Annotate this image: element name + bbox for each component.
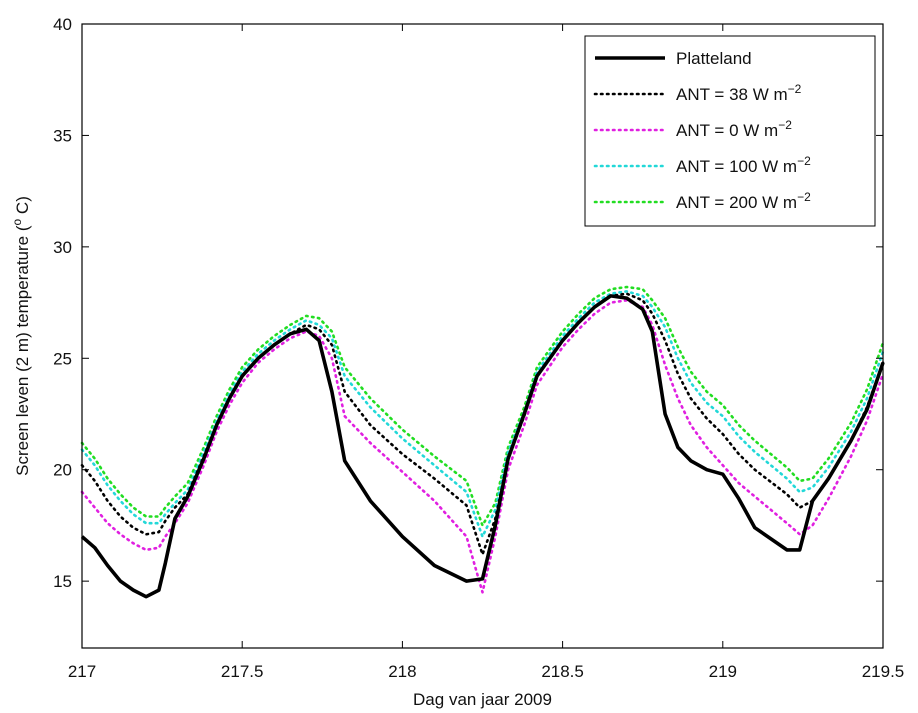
series-line-2 — [80, 298, 885, 594]
y-tick-label-0: 15 — [53, 572, 72, 591]
y-axis-label-unit: C) — [13, 196, 32, 219]
series-line-1 — [80, 292, 885, 556]
x-tick-label-5: 219.5 — [862, 662, 905, 681]
x-tick-label-2: 218 — [388, 662, 416, 681]
plot-frame — [81, 23, 884, 649]
x-tick-label-4: 219 — [709, 662, 737, 681]
y-tick-label-2: 25 — [53, 349, 72, 368]
legend-label-0: Platteland — [676, 49, 752, 68]
x-tick-label-3: 218.5 — [541, 662, 584, 681]
legend-label-1: ANT = 38 W m−2 — [676, 82, 802, 104]
y-tick-label-1: 20 — [53, 461, 72, 480]
y-tick-label-4: 35 — [53, 126, 72, 145]
legend-label-2: ANT = 0 W m−2 — [676, 118, 792, 140]
legend-label-4: ANT = 200 W m−2 — [676, 190, 811, 212]
legend-label-3: ANT = 100 W m−2 — [676, 154, 811, 176]
y-axis-label-main: Screen leven (2 m) temperature ( — [13, 225, 32, 476]
axis-ticks — [81, 23, 884, 648]
y-axis-label-degree: o — [10, 218, 24, 225]
legend-box — [584, 35, 876, 227]
x-axis-label: Dag van jaar 2009 — [413, 690, 552, 709]
y-tick-label-5: 40 — [53, 15, 72, 34]
tick-labels: 217 217.5 218 218.5 219 219.5 15 20 25 30 35 40 — [53, 15, 904, 681]
series-line-0 — [80, 294, 885, 599]
x-tick-label-1: 217.5 — [221, 662, 264, 681]
legend: Platteland ANT = 38 W m−2 ANT = 0 W m−2 ANT… — [584, 35, 876, 227]
series-line-4 — [80, 285, 885, 527]
y-axis-label: Screen leven (2 m) temperature (o C) — [10, 196, 32, 476]
legend-items: Platteland ANT = 38 W m−2 ANT = 0 W m−2 ANT… — [593, 49, 811, 212]
series-group — [80, 285, 885, 599]
x-tick-label-0: 217 — [68, 662, 96, 681]
series-line-3 — [80, 290, 885, 538]
y-tick-label-3: 30 — [53, 238, 72, 257]
